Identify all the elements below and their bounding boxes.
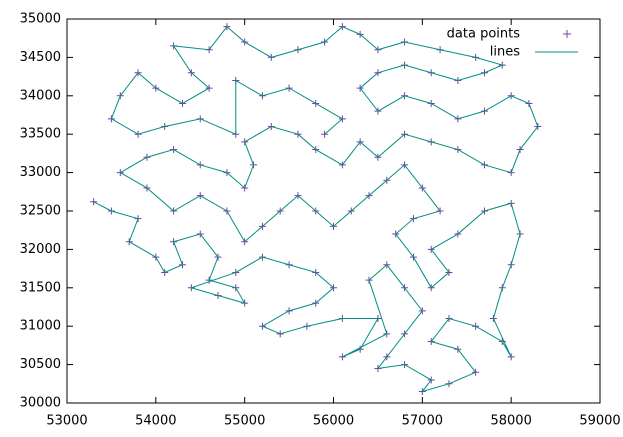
y-tick-label: 35000 [20,12,61,27]
x-tick-label: 56000 [313,414,354,429]
y-tick-label: 32500 [20,204,61,219]
y-tick-label: 32000 [20,242,61,257]
y-tick-label: 34000 [20,88,61,103]
x-tick-label: 57000 [402,414,443,429]
y-tick-label: 33000 [20,165,61,180]
y-tick-label: 33500 [20,127,61,142]
x-tick-label: 53000 [46,414,87,429]
y-tick-label: 30500 [20,357,61,372]
y-tick-label: 31000 [20,319,61,334]
x-tick-label: 54000 [135,414,176,429]
plot-frame [66,18,601,404]
line-series [93,25,539,393]
legend-label: lines [490,45,520,60]
y-tick-label: 34500 [20,50,61,65]
legend-label: data points [447,27,521,42]
x-tick-label: 58000 [490,414,531,429]
y-tick-label: 31500 [20,280,61,295]
x-tick-label: 55000 [224,414,265,429]
x-tick-label: 59000 [579,414,620,429]
legend-swatch [563,30,571,38]
y-tick-label: 30000 [20,396,61,411]
